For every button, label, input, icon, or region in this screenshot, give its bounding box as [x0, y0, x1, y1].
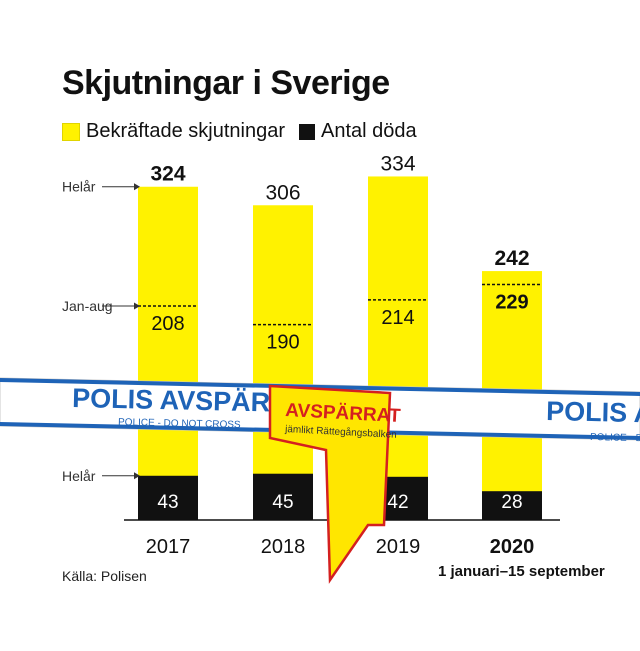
annotation-full-year-label: Helår — [62, 179, 96, 195]
category-label-2017: 2017 — [146, 536, 191, 558]
label-jan-aug-2019: 214 — [381, 307, 414, 329]
label-deaths-2018: 45 — [272, 492, 293, 513]
police-tape-subtext-right: POLICE - DO NOT CROSS — [590, 432, 640, 446]
police-tape-text-right: POLIS AVSPÄRRAT — [546, 396, 640, 432]
bar-shootings-2017 — [138, 186, 198, 520]
legend-label-shootings: Bekräftade skjutningar — [86, 120, 286, 142]
avsparrat-tape — [268, 384, 392, 584]
label-deaths-2020: 28 — [501, 492, 522, 513]
label-total-2017: 324 — [150, 163, 185, 186]
annotation-jan-aug-arrow-head — [134, 302, 140, 310]
label-jan-aug-2020: 229 — [495, 291, 528, 313]
period-note: 1 januari–15 september — [438, 563, 605, 580]
category-label-2020: 2020 — [490, 536, 535, 558]
legend-swatch-deaths — [299, 123, 316, 140]
label-deaths-2019: 42 — [387, 492, 408, 513]
legend-item-deaths: Antal döda — [299, 120, 417, 143]
category-label-2018: 2018 — [261, 536, 306, 558]
legend-item-shootings: Bekräftade skjutningar — [62, 120, 285, 143]
annotation-full-year-deaths-arrow-head — [134, 472, 140, 480]
source-note: Källa: Polisen — [62, 568, 147, 584]
label-total-2020: 242 — [494, 247, 529, 270]
legend-swatch-shootings — [62, 122, 80, 141]
bar-deaths-2018 — [253, 473, 313, 520]
police-tape-subtext-left: POLICE - DO NOT CROSS — [118, 417, 241, 431]
annotation-jan-aug-label: Jan-aug — [62, 298, 113, 314]
annotation-full-year-arrow-head — [134, 183, 140, 191]
category-label-2019: 2019 — [376, 536, 421, 558]
label-deaths-2017: 43 — [157, 492, 178, 513]
label-jan-aug-2017: 208 — [151, 313, 184, 335]
avsparrat-tape-subtext: jämlikt Rättegångsbalken — [284, 423, 397, 441]
label-total-2018: 306 — [265, 181, 300, 204]
label-total-2019: 334 — [380, 152, 415, 175]
police-tape-stripe-top — [0, 378, 640, 396]
bar-deaths-2020 — [482, 491, 542, 520]
legend-label-deaths: Antal döda — [321, 120, 417, 142]
bar-shootings-2018 — [253, 205, 313, 520]
label-jan-aug-2018: 190 — [266, 332, 299, 354]
annotation-full-year-deaths-label: Helår — [62, 468, 96, 484]
chart-title: Skjutningar i Sverige — [62, 64, 390, 102]
legend: Bekräftade skjutningar Antal döda — [62, 120, 431, 143]
bar-deaths-2017 — [138, 475, 198, 520]
